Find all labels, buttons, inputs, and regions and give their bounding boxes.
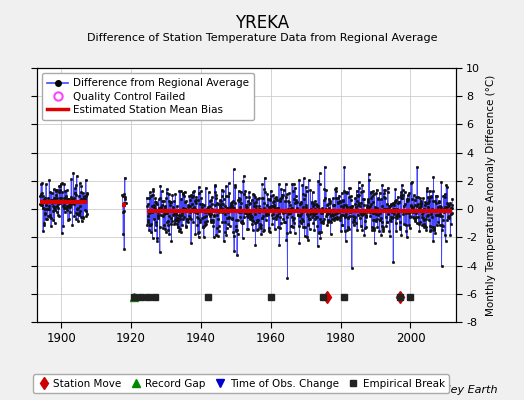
- Legend: Station Move, Record Gap, Time of Obs. Change, Empirical Break: Station Move, Record Gap, Time of Obs. C…: [33, 374, 449, 393]
- Text: Difference of Station Temperature Data from Regional Average: Difference of Station Temperature Data f…: [87, 33, 437, 43]
- Text: YREKA: YREKA: [235, 14, 289, 32]
- Legend: Difference from Regional Average, Quality Control Failed, Estimated Station Mean: Difference from Regional Average, Qualit…: [42, 73, 254, 120]
- Text: Berkeley Earth: Berkeley Earth: [416, 385, 498, 395]
- Y-axis label: Monthly Temperature Anomaly Difference (°C): Monthly Temperature Anomaly Difference (…: [486, 74, 496, 316]
